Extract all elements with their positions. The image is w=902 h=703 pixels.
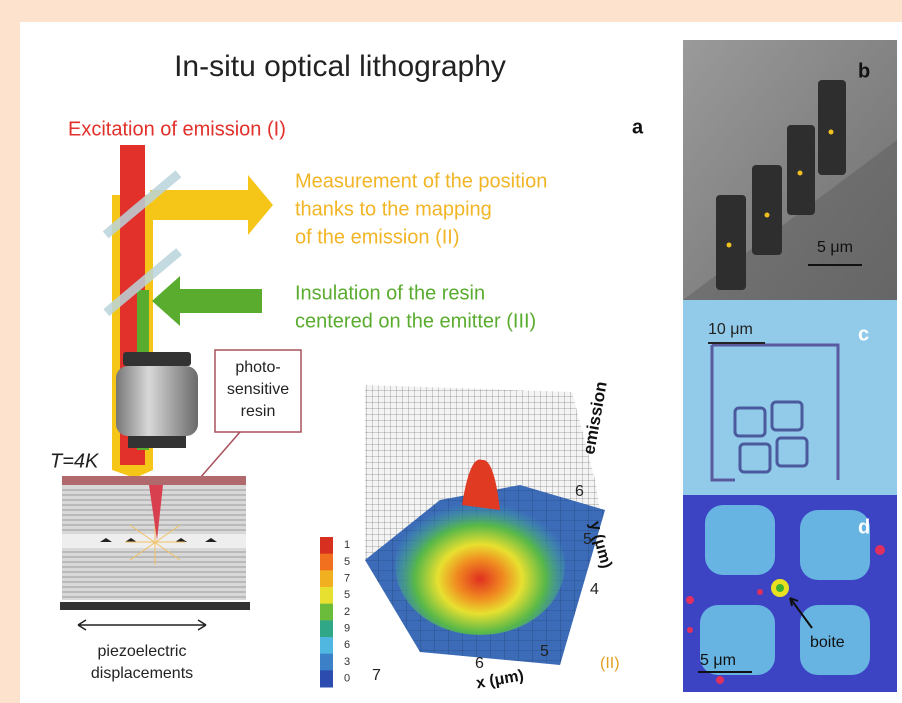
emitter-core: [776, 584, 784, 592]
piezo-text: piezoelectric: [98, 643, 187, 660]
panel-label: c: [858, 323, 869, 345]
colorbar-swatch: [320, 620, 333, 637]
colorbar-label: 5: [344, 556, 350, 568]
excitation-text: Excitation of emission (I): [68, 118, 286, 140]
surface-peak: [395, 495, 565, 635]
measurement-text: Measurement of the position: [295, 170, 547, 192]
x-tick: 6: [475, 655, 484, 672]
colorbar-swatch: [320, 537, 333, 554]
y-tick: 4: [590, 581, 599, 598]
measurement-text: thanks to the mapping: [295, 198, 492, 220]
y-tick: 5: [583, 531, 592, 548]
temperature: T=4K: [50, 450, 100, 472]
x-tick: 7: [372, 667, 381, 684]
colorbar-swatch: [320, 670, 333, 687]
insulation-text: centered on the emitter (III): [295, 310, 536, 332]
cavity: [62, 534, 246, 548]
colorbar-swatch: [320, 587, 333, 604]
resin-layer: [62, 476, 246, 485]
stage: [60, 602, 250, 610]
colorbar-label: 0: [344, 673, 350, 685]
yellow-arrow: [150, 190, 250, 220]
colorbar-label: 5: [344, 589, 350, 601]
colorbar-label: 2: [344, 606, 350, 618]
colorbar-label: 1: [344, 539, 350, 551]
colorbar-label: 7: [344, 573, 350, 585]
resin-text: photo-: [235, 359, 280, 376]
scale-text: 5 μm: [700, 652, 736, 669]
lens-ring: [123, 352, 191, 366]
green-arrow: [178, 289, 262, 313]
colorbar-label: 3: [344, 656, 350, 668]
resin-text: sensitive: [227, 381, 289, 398]
title: In-situ optical lithography: [174, 50, 506, 83]
y-tick: 6: [575, 483, 584, 500]
colorbar-swatch: [320, 570, 333, 587]
figure: In-situ optical lithography a Excitation…: [0, 0, 902, 703]
colorbar-swatch: [320, 554, 333, 571]
scale-text: 10 μm: [708, 321, 753, 338]
step-label: (II): [600, 655, 620, 672]
scale-text: 5 μm: [817, 239, 853, 256]
colorbar-swatch: [320, 604, 333, 621]
resin-text: resin: [241, 403, 276, 420]
colorbar-label: 9: [344, 623, 350, 635]
colorbar-label: 6: [344, 639, 350, 651]
annotation: boite: [810, 634, 845, 651]
measurement-text: of the emission (II): [295, 226, 460, 248]
objective: [116, 366, 198, 436]
colorbar-swatch: [320, 654, 333, 671]
piezo-text: displacements: [91, 665, 193, 682]
lens-tip: [128, 436, 186, 448]
panel-label: a: [632, 116, 644, 138]
panel-label: d: [858, 516, 870, 538]
x-tick: 5: [540, 643, 549, 660]
insulation-text: Insulation of the resin: [295, 282, 485, 304]
panel-label: b: [858, 60, 870, 82]
colorbar-swatch: [320, 637, 333, 654]
